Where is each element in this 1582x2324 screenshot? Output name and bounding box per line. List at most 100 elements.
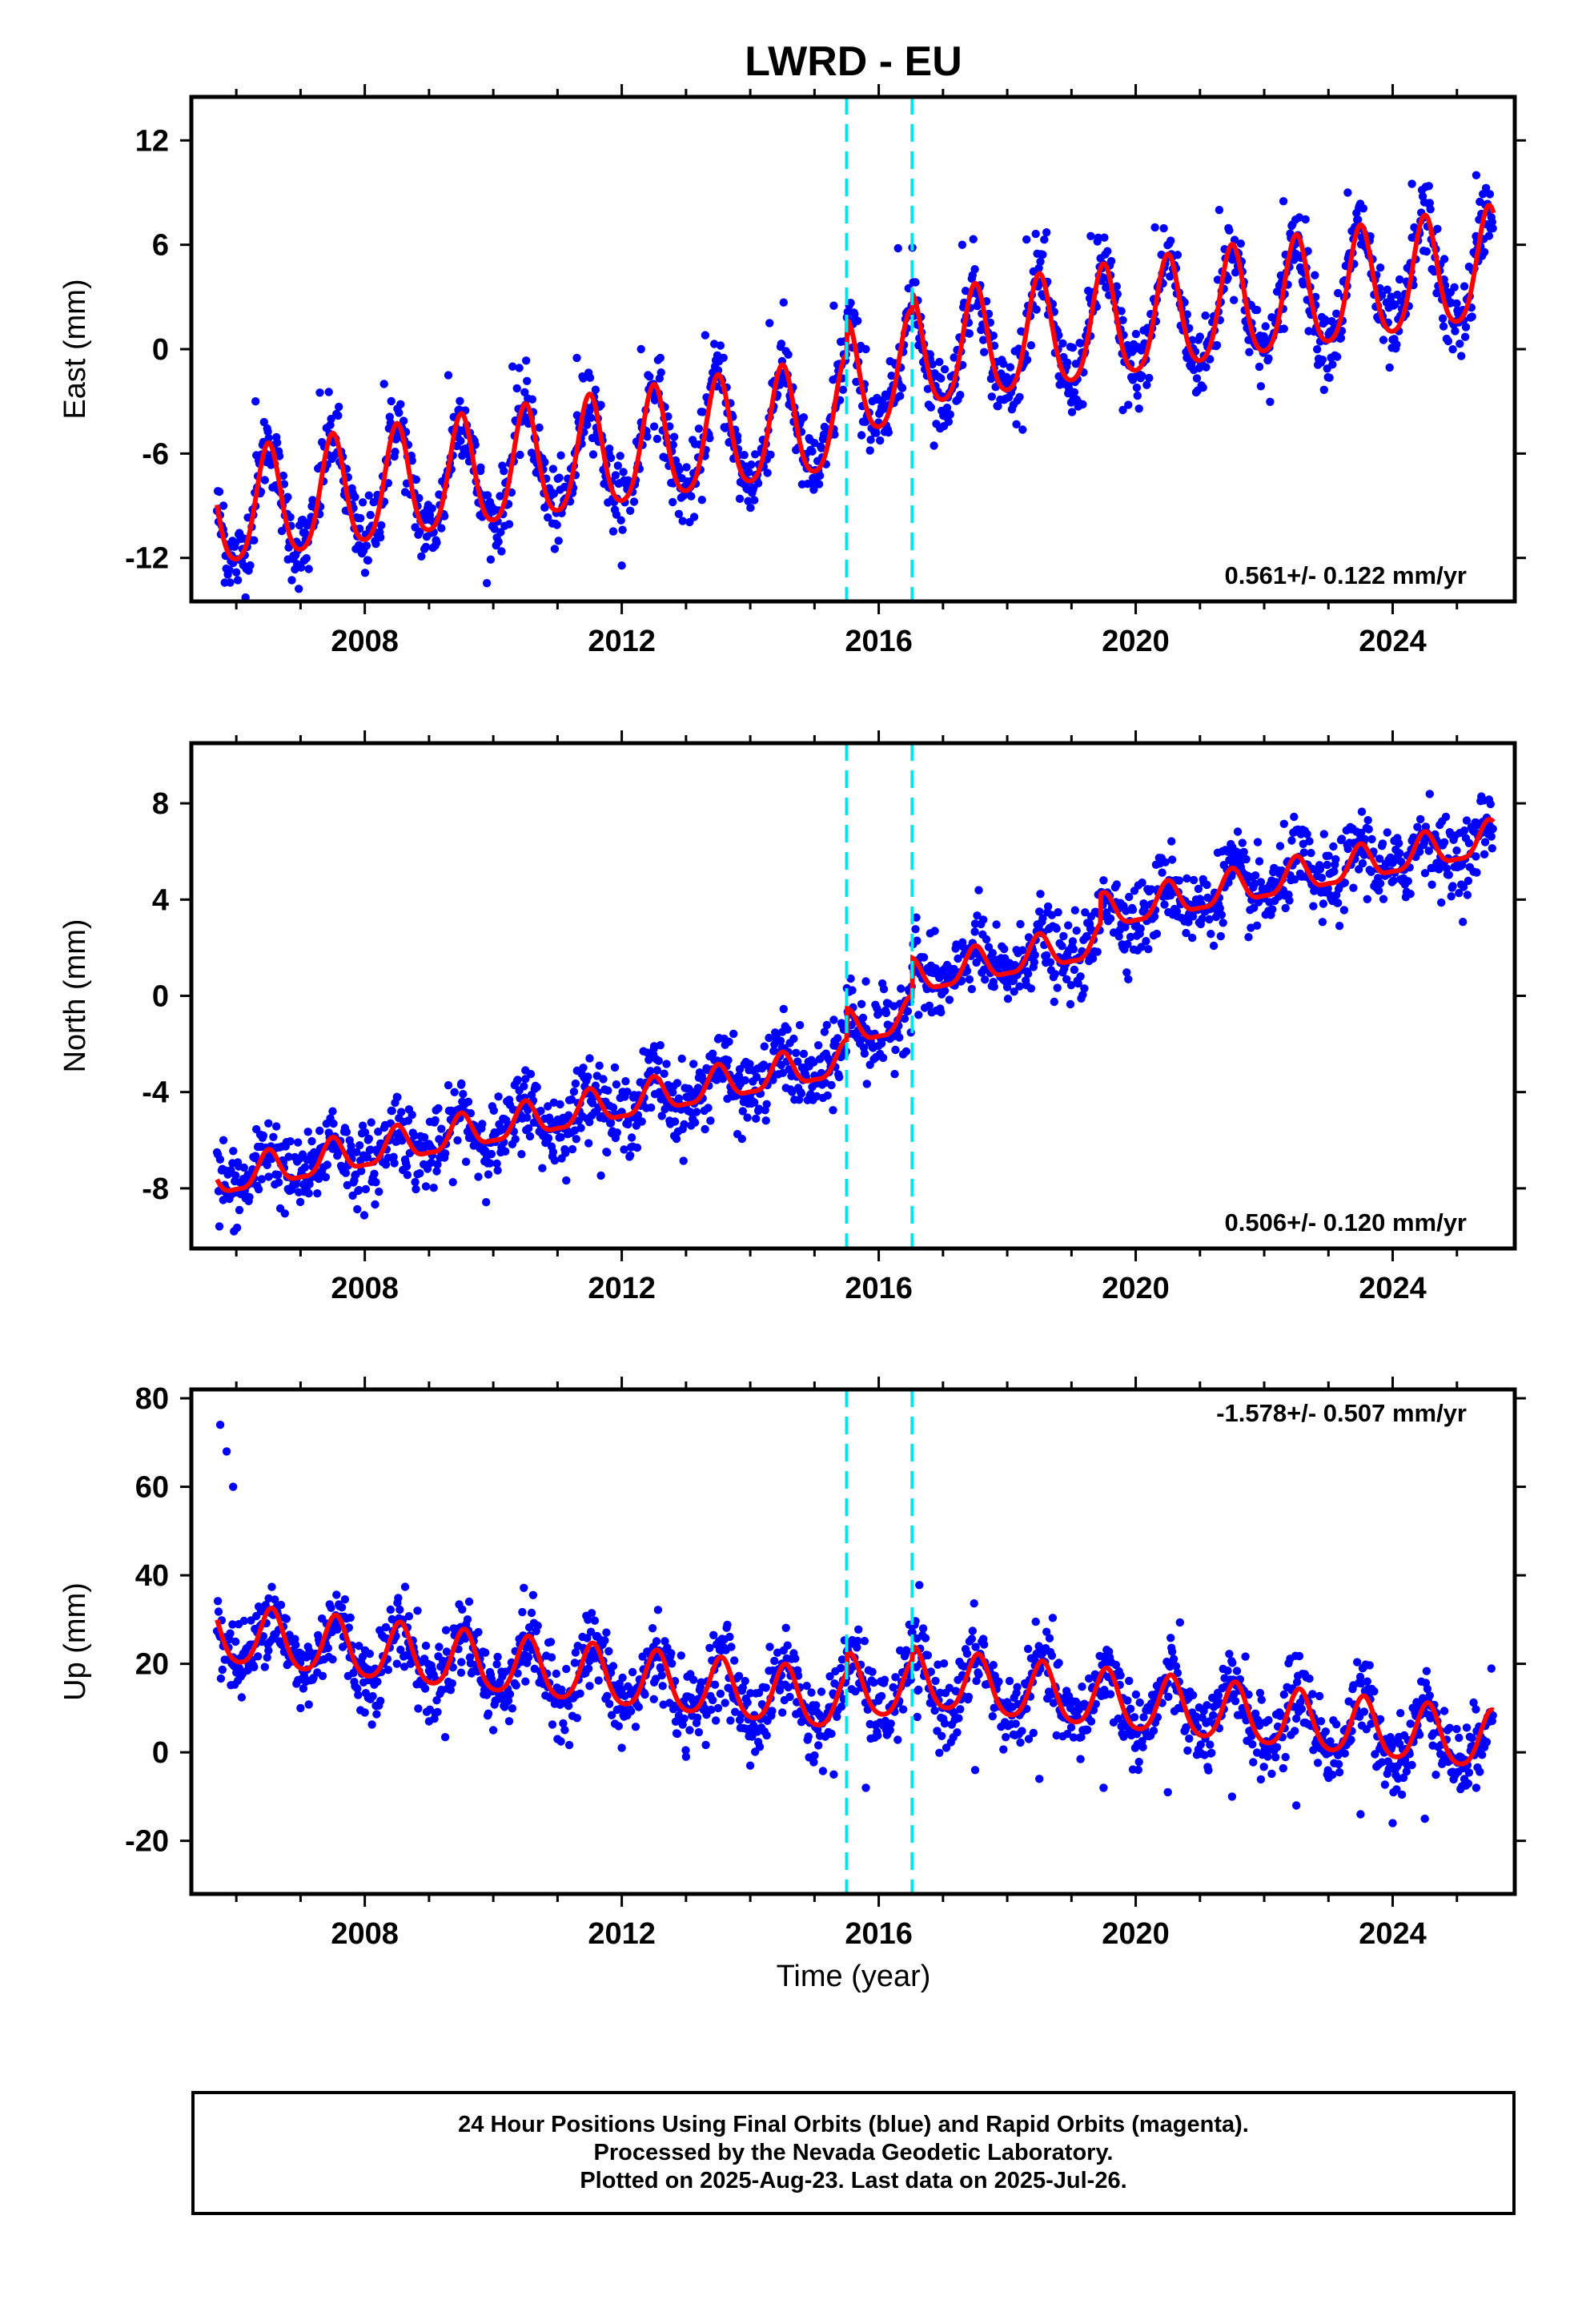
data-point — [397, 1108, 406, 1116]
data-point — [935, 1748, 944, 1757]
data-point — [1488, 224, 1497, 233]
data-point — [259, 1131, 268, 1140]
data-point — [817, 444, 826, 452]
data-point — [1102, 908, 1111, 917]
data-point — [321, 1172, 331, 1182]
chart-title: LWRD - EU — [745, 38, 962, 85]
data-point — [752, 1072, 761, 1082]
data-point — [1242, 854, 1251, 864]
data-point — [721, 1699, 729, 1707]
data-point — [355, 1185, 363, 1195]
data-point — [440, 1733, 450, 1742]
data-point — [853, 316, 862, 325]
data-point — [1074, 979, 1082, 988]
data-point — [487, 1149, 496, 1159]
data-point — [1188, 912, 1198, 921]
data-point — [1231, 1697, 1240, 1706]
data-point — [1052, 1731, 1061, 1740]
data-point — [1228, 1659, 1237, 1667]
data-point — [893, 243, 902, 253]
data-point — [1063, 1730, 1072, 1739]
data-point — [656, 1664, 665, 1674]
data-point — [958, 240, 967, 249]
data-point — [587, 1609, 596, 1618]
data-point — [809, 1058, 818, 1067]
data-point — [618, 1673, 627, 1683]
data-point — [298, 515, 307, 525]
data-point — [556, 451, 565, 460]
data-point — [429, 1184, 438, 1192]
data-point — [508, 1704, 517, 1713]
data-point — [755, 1743, 765, 1751]
data-point — [1134, 1765, 1143, 1775]
data-point — [918, 1624, 928, 1633]
data-point — [441, 1626, 451, 1634]
data-point — [1150, 912, 1159, 921]
data-point — [656, 353, 665, 363]
data-point — [895, 1033, 904, 1042]
data-point — [318, 1671, 327, 1680]
data-point — [882, 392, 892, 401]
data-point — [915, 1581, 924, 1590]
data-point — [1131, 329, 1141, 339]
data-point — [485, 1159, 495, 1168]
data-point — [585, 1054, 594, 1063]
data-point — [670, 1117, 680, 1126]
data-point — [667, 1649, 676, 1658]
data-point — [1125, 892, 1134, 902]
data-point — [518, 1607, 527, 1617]
data-point — [1309, 902, 1318, 911]
data-point — [366, 510, 375, 520]
data-point — [919, 953, 929, 962]
data-point — [1367, 867, 1375, 876]
data-points — [212, 790, 1497, 1236]
data-point — [602, 1628, 611, 1637]
data-point — [524, 1653, 533, 1662]
data-point — [433, 1707, 442, 1716]
data-point — [448, 1178, 457, 1187]
data-point — [926, 929, 935, 938]
data-point — [1315, 1691, 1324, 1701]
data-point — [1074, 1706, 1083, 1715]
data-point — [591, 385, 600, 394]
data-point — [474, 1627, 483, 1637]
data-point — [730, 1656, 739, 1665]
data-point — [367, 1118, 375, 1127]
data-point — [1292, 1714, 1301, 1723]
data-point — [1480, 838, 1490, 846]
data-point — [420, 1684, 430, 1693]
data-point — [974, 886, 983, 895]
data-point — [962, 1649, 972, 1659]
y-axis-label: East (mm) — [58, 279, 92, 419]
data-point — [483, 491, 492, 500]
data-point — [371, 539, 380, 549]
data-point — [930, 441, 938, 450]
y-tick-label: 0 — [152, 333, 169, 367]
y-tick-label: 4 — [152, 883, 169, 917]
data-point — [347, 1141, 355, 1151]
data-point — [878, 1053, 888, 1063]
data-point — [276, 1600, 286, 1610]
data-point — [347, 484, 356, 493]
data-point — [618, 525, 627, 534]
data-point — [552, 521, 561, 529]
data-point — [1042, 1627, 1051, 1636]
data-point — [956, 1705, 965, 1714]
data-point — [523, 376, 532, 385]
data-point — [675, 465, 684, 474]
data-point — [1142, 380, 1151, 389]
data-point — [1046, 958, 1055, 967]
data-point — [1149, 1727, 1158, 1735]
data-point — [214, 1607, 223, 1616]
data-point — [389, 1152, 398, 1161]
data-point — [250, 1663, 259, 1671]
data-point — [586, 413, 596, 422]
data-point — [332, 1590, 341, 1599]
data-point — [381, 1160, 391, 1169]
data-point — [818, 1767, 828, 1775]
data-point — [476, 466, 485, 476]
data-point — [482, 1198, 491, 1207]
data-point — [1313, 1759, 1323, 1767]
data-point — [572, 411, 581, 420]
